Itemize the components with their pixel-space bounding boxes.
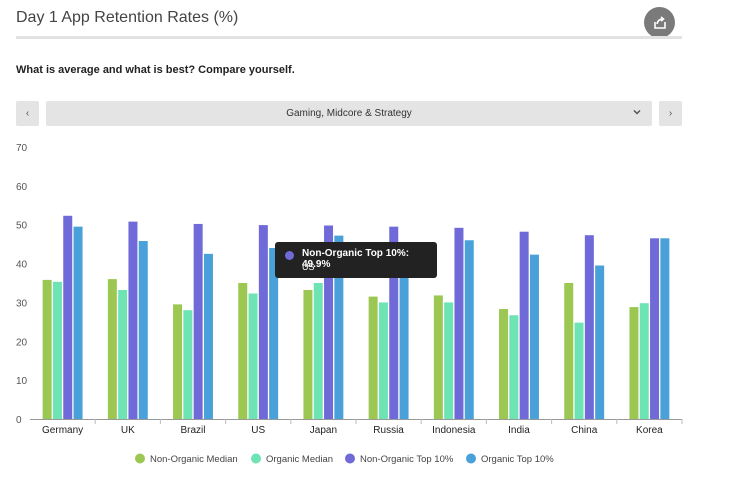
y-tick-label: 40 (16, 260, 28, 271)
legend-marker (466, 453, 476, 464)
bar (238, 283, 248, 419)
prev-category-button[interactable]: ‹ (16, 101, 39, 126)
bar (378, 302, 388, 419)
y-tick-label: 30 (16, 298, 28, 309)
bar (444, 302, 454, 419)
bar (183, 310, 193, 419)
bar (313, 283, 323, 419)
x-tick-label: Germany (42, 425, 83, 436)
bar (63, 215, 73, 419)
y-tick-label: 10 (16, 376, 28, 387)
x-tick-label: Brazil (180, 425, 205, 436)
bar (399, 244, 409, 419)
bar (42, 279, 52, 419)
share-button[interactable] (644, 7, 675, 38)
bar (464, 240, 474, 419)
y-tick-label: 70 (16, 143, 28, 154)
next-category-button[interactable]: › (659, 101, 682, 126)
category-select[interactable]: Gaming, Midcore & Strategy (46, 101, 652, 126)
bar (203, 253, 213, 419)
legend-entry: Organic Top 10% (481, 454, 554, 465)
bar (639, 303, 649, 419)
bar (389, 226, 399, 419)
share-icon (653, 15, 666, 29)
chevron-left-icon: ‹ (25, 108, 30, 119)
chevron-down-icon (633, 109, 641, 115)
bar (107, 279, 117, 419)
legend-marker (345, 453, 355, 464)
bar (584, 235, 594, 419)
tooltip-series-dot (285, 251, 294, 260)
bar (128, 221, 138, 419)
tooltip-category: US (302, 262, 315, 272)
chevron-right-icon: › (668, 108, 673, 119)
bar (368, 296, 378, 419)
legend-marker (251, 453, 261, 464)
chart-tooltip: Non-Organic Top 10%: 49.9% US (275, 242, 437, 278)
y-tick-label: 60 (16, 182, 28, 193)
bar (173, 304, 183, 419)
x-tick-label: India (508, 425, 530, 436)
header-divider (16, 36, 682, 39)
category-select-value: Gaming, Midcore & Strategy (286, 108, 412, 119)
bar (629, 307, 639, 419)
bar (73, 226, 83, 419)
bar (269, 248, 279, 419)
x-tick-label: Korea (636, 425, 663, 436)
x-tick-label: UK (121, 425, 135, 436)
y-tick-label: 0 (16, 415, 22, 426)
legend-entry: Non-Organic Median (150, 454, 238, 465)
bar (52, 281, 62, 419)
bar (595, 265, 605, 419)
retention-bar-chart: 0 10 20 30 40 50 60 70 Germany UK Brazil US Japan Rus… (16, 143, 683, 465)
legend-entry: Non-Organic Top 10% (360, 454, 454, 465)
y-tick-label: 50 (16, 221, 28, 232)
tooltip-series-value: Non-Organic Top 10%: 49.9% (302, 248, 410, 270)
bar (564, 283, 574, 419)
x-tick-label: US (251, 425, 265, 436)
x-tick-label: Russia (373, 425, 404, 436)
x-tick-label: Indonesia (432, 425, 476, 436)
bar (509, 315, 519, 419)
y-tick-label: 20 (16, 337, 28, 348)
bar (193, 223, 203, 419)
bar (118, 289, 128, 419)
bar (529, 254, 539, 419)
bar (334, 235, 344, 419)
bar (433, 295, 443, 419)
x-tick-label: Japan (310, 425, 337, 436)
bar (138, 241, 148, 419)
bar (499, 309, 509, 419)
x-tick-label: China (571, 425, 598, 436)
bar (248, 293, 258, 419)
bar (324, 225, 334, 419)
legend-entry: Organic Median (266, 454, 333, 465)
legend-marker (135, 453, 145, 464)
bar (650, 238, 660, 419)
page-title: Day 1 App Retention Rates (%) (16, 9, 239, 26)
bar (519, 231, 529, 419)
bar (660, 238, 670, 419)
bar (303, 289, 313, 419)
subtitle: What is average and what is best? Compar… (16, 64, 295, 76)
bar (574, 322, 584, 419)
bar (258, 225, 268, 419)
bar (454, 227, 464, 419)
